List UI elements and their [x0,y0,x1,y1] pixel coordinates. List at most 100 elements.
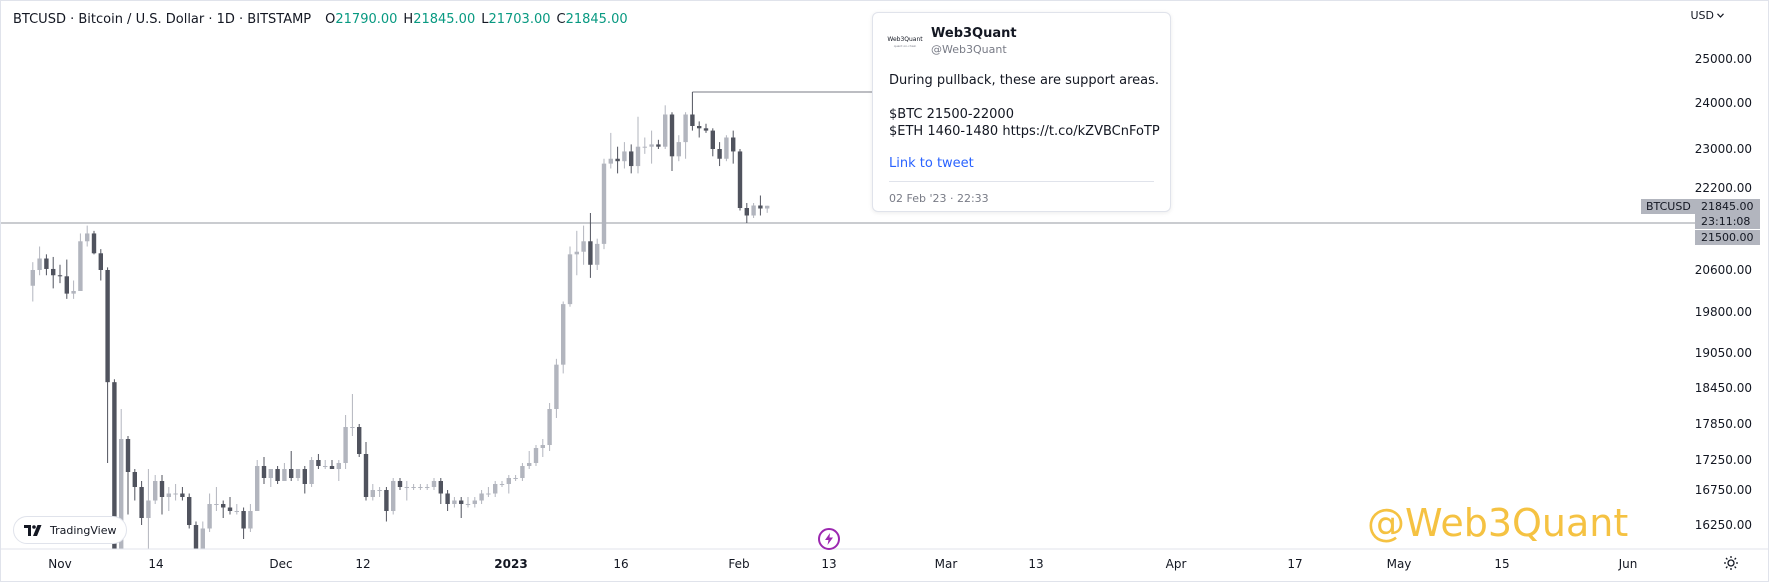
candle[interactable] [431,478,437,490]
candle[interactable] [561,301,566,374]
candle[interactable] [608,132,613,169]
candle[interactable] [221,500,226,519]
candle[interactable] [649,130,654,164]
candle[interactable] [329,460,335,469]
candle[interactable] [241,507,246,540]
candle[interactable] [289,451,294,481]
candle[interactable] [506,475,511,494]
candle[interactable] [64,259,69,299]
candle[interactable] [533,445,539,466]
candle[interactable] [132,469,137,501]
candle[interactable] [574,230,579,276]
candle[interactable] [486,487,491,497]
candle[interactable] [697,121,702,138]
candle[interactable] [459,497,464,518]
candle[interactable] [710,128,715,157]
candle[interactable] [91,230,97,255]
candle[interactable] [370,484,375,501]
candle[interactable] [513,475,518,481]
candle[interactable] [343,415,348,469]
avatar[interactable]: Web3Quant quant on-chain [887,26,923,58]
candle[interactable] [499,481,505,487]
candle[interactable] [465,497,471,508]
candle[interactable] [316,454,321,469]
candle[interactable] [336,460,341,481]
candle[interactable] [98,249,103,281]
candle[interactable] [51,256,56,289]
gear-icon[interactable] [1723,555,1739,575]
candle[interactable] [717,142,722,167]
candle[interactable] [724,135,729,162]
candle[interactable] [438,478,443,504]
candle[interactable] [731,130,736,164]
candle[interactable] [595,238,600,270]
candle[interactable] [139,481,144,525]
candle[interactable] [166,487,171,511]
candle[interactable] [357,424,362,457]
candle[interactable] [751,203,756,218]
candle[interactable] [765,205,770,213]
candle[interactable] [397,478,403,490]
candle[interactable] [472,497,477,508]
candle[interactable] [377,487,382,497]
candle[interactable] [282,463,287,481]
candle[interactable] [105,267,110,463]
candle[interactable] [302,466,307,494]
candle[interactable] [758,195,763,216]
candle[interactable] [268,469,273,487]
candle[interactable] [255,460,260,511]
candle[interactable] [642,137,647,154]
candle[interactable] [44,254,49,276]
candle[interactable] [520,463,525,481]
candle[interactable] [180,487,185,501]
tradingview-logo[interactable]: TradingView [13,516,128,544]
candle[interactable] [622,142,627,169]
link-to-tweet[interactable]: Link to tweet [889,156,974,171]
candle[interactable] [146,469,151,549]
candle[interactable] [425,484,430,490]
candle[interactable] [214,487,219,511]
candle[interactable] [384,487,389,522]
candle[interactable] [391,478,396,515]
candle[interactable] [30,262,35,302]
candle[interactable] [200,521,205,550]
candle[interactable] [703,123,709,133]
candle[interactable] [737,149,743,211]
tweet-author-handle[interactable]: @Web3Quant [931,43,1007,56]
candle[interactable] [37,246,42,276]
candle[interactable] [683,112,688,159]
candle[interactable] [540,439,545,457]
candle[interactable] [234,504,239,515]
candle[interactable] [676,135,681,162]
lightning-icon[interactable] [818,528,840,550]
candle[interactable] [479,490,484,504]
candle[interactable] [404,481,409,501]
symbol-title[interactable]: BTCUSD · Bitcoin / U.S. Dollar · 1D · BI… [13,12,312,27]
candle[interactable] [418,484,423,490]
candle[interactable] [227,497,233,515]
candle[interactable] [78,233,83,291]
candle[interactable] [125,436,131,515]
candle[interactable] [159,475,165,515]
tweet-card[interactable]: Web3Quant quant on-chain Web3Quant @Web3… [872,12,1171,212]
candle[interactable] [248,504,253,532]
candle[interactable] [554,358,559,418]
candle[interactable] [173,484,178,501]
candle[interactable] [275,466,280,484]
candle[interactable] [207,493,212,533]
candle[interactable] [547,403,552,451]
candle[interactable] [57,264,63,284]
candle[interactable] [411,484,416,490]
candle[interactable] [493,481,498,497]
candle[interactable] [350,394,355,436]
candle[interactable] [663,105,668,149]
candle[interactable] [588,213,593,278]
candle[interactable] [193,521,199,550]
candle[interactable] [656,139,661,149]
candle[interactable] [669,112,675,171]
candle[interactable] [295,469,301,481]
candle[interactable] [445,490,450,511]
candle[interactable] [690,92,695,131]
candle[interactable] [527,451,532,469]
